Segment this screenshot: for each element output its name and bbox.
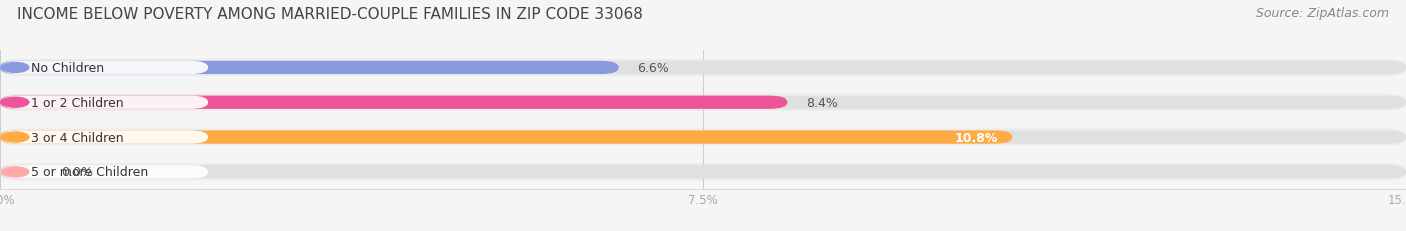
Text: 0.0%: 0.0%: [60, 166, 93, 179]
FancyBboxPatch shape: [1, 165, 208, 179]
Text: 6.6%: 6.6%: [637, 62, 669, 75]
Circle shape: [3, 98, 28, 108]
Text: 8.4%: 8.4%: [806, 96, 838, 109]
FancyBboxPatch shape: [0, 131, 1406, 144]
FancyBboxPatch shape: [0, 61, 1406, 75]
Text: 1 or 2 Children: 1 or 2 Children: [31, 96, 124, 109]
Text: INCOME BELOW POVERTY AMONG MARRIED-COUPLE FAMILIES IN ZIP CODE 33068: INCOME BELOW POVERTY AMONG MARRIED-COUPL…: [17, 7, 643, 22]
FancyBboxPatch shape: [0, 165, 46, 179]
FancyBboxPatch shape: [0, 164, 1406, 181]
Text: 10.8%: 10.8%: [955, 131, 998, 144]
FancyBboxPatch shape: [0, 61, 619, 75]
FancyBboxPatch shape: [1, 96, 208, 109]
Text: 5 or more Children: 5 or more Children: [31, 166, 149, 179]
FancyBboxPatch shape: [0, 129, 1406, 146]
FancyBboxPatch shape: [1, 61, 208, 75]
FancyBboxPatch shape: [1, 131, 208, 144]
FancyBboxPatch shape: [0, 131, 1012, 144]
FancyBboxPatch shape: [0, 96, 787, 109]
Text: No Children: No Children: [31, 62, 104, 75]
FancyBboxPatch shape: [0, 59, 1406, 77]
Circle shape: [3, 133, 28, 142]
Circle shape: [3, 167, 28, 177]
Text: 3 or 4 Children: 3 or 4 Children: [31, 131, 124, 144]
FancyBboxPatch shape: [0, 94, 1406, 112]
Text: Source: ZipAtlas.com: Source: ZipAtlas.com: [1256, 7, 1389, 20]
Circle shape: [3, 63, 28, 73]
FancyBboxPatch shape: [0, 96, 1406, 109]
FancyBboxPatch shape: [0, 165, 1406, 179]
